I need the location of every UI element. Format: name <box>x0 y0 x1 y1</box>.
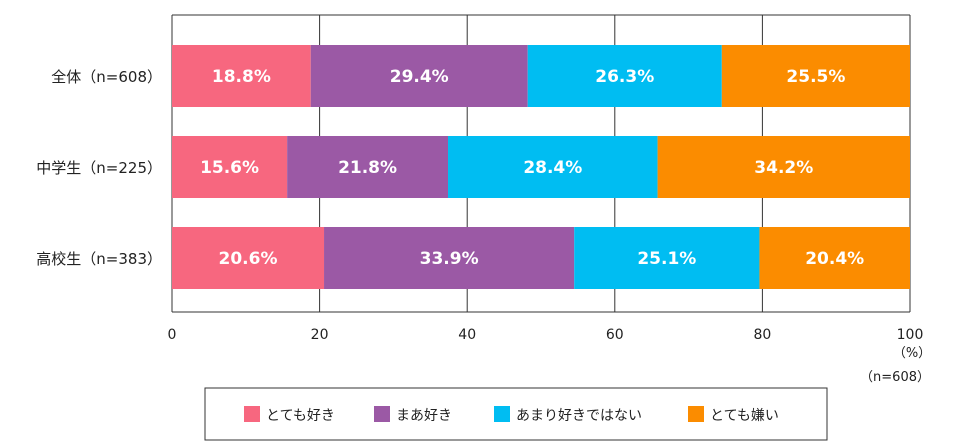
legend-label: とても嫌い <box>710 408 779 424</box>
category-label: 中学生（n=225） <box>36 159 162 177</box>
bar-segment <box>759 227 910 289</box>
bar-segment <box>310 45 528 107</box>
data-label: 20.4% <box>805 249 864 269</box>
x-tick-label: 40 <box>458 327 476 343</box>
legend-swatch <box>374 406 390 422</box>
bar-segment <box>172 45 311 107</box>
category-label: 全体（n=608） <box>51 68 162 86</box>
legend-swatch <box>494 406 510 422</box>
bar-segment <box>324 227 575 289</box>
bar-segment <box>448 136 658 198</box>
category-labels: 全体（n=608） 中学生（n=225） 高校生（n=383） <box>36 68 162 268</box>
x-tick-label: 80 <box>753 327 771 343</box>
bars-group: 18.8% 29.4% 26.3% 25.5% 15.6% 21.8% 28.4% 34.2%… <box>172 45 910 289</box>
bar-segment <box>721 45 910 107</box>
legend-label: あまり好きではない <box>516 408 642 424</box>
data-label: 34.2% <box>754 158 813 178</box>
unit-label: （%） <box>893 346 931 361</box>
data-label: 21.8% <box>338 158 397 178</box>
x-tick-label: 100 <box>897 327 924 343</box>
legend-box <box>204 387 828 441</box>
data-label: 28.4% <box>523 158 582 178</box>
x-tick-label: 60 <box>606 327 624 343</box>
data-label: 33.9% <box>420 249 479 269</box>
data-label: 25.5% <box>786 67 845 87</box>
x-tick-label: 0 <box>168 327 177 343</box>
data-label: 29.4% <box>390 67 449 87</box>
x-tick-labels: 0 20 40 60 80 100 <box>168 327 924 343</box>
data-label: 20.6% <box>219 249 278 269</box>
bar-segment <box>172 227 325 289</box>
data-label: 18.8% <box>212 67 271 87</box>
legend-label: まあ好き <box>396 408 452 424</box>
legend: とても好き まあ好き あまり好きではない とても嫌い <box>204 387 828 441</box>
bar-segment <box>657 136 910 198</box>
bar-segment <box>287 136 449 198</box>
category-label: 高校生（n=383） <box>36 250 162 268</box>
legend-label: とても好き <box>266 408 335 424</box>
bar-segment <box>574 227 760 289</box>
bar-segment <box>527 45 722 107</box>
legend-swatch <box>244 406 260 422</box>
bar-segment <box>172 136 288 198</box>
sample-size-note: （n=608） <box>860 370 930 385</box>
legend-swatch <box>688 406 704 422</box>
data-label: 15.6% <box>200 158 259 178</box>
data-label: 25.1% <box>637 249 696 269</box>
x-tick-label: 20 <box>311 327 329 343</box>
data-label: 26.3% <box>595 67 654 87</box>
